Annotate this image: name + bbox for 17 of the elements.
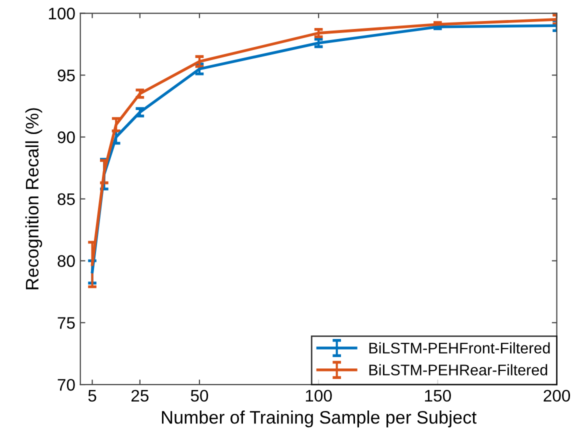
x-tick-label: 100	[306, 390, 332, 402]
x-tick-label: 150	[425, 390, 451, 402]
x-tick-label: 200	[544, 390, 570, 402]
y-tick-label: 85	[58, 193, 75, 206]
y-tick-label: 90	[58, 131, 75, 144]
x-tick-label: 25	[131, 390, 148, 402]
x-axis-title: Number of Training Sample per Subject	[162, 410, 477, 428]
y-tick-label: 70	[58, 378, 75, 391]
y-tick-label: 75	[58, 317, 75, 329]
x-tick-label: 50	[190, 390, 208, 402]
y-tick-label: 100	[48, 8, 75, 20]
legend-label: BiLSTM-PEHRear-Filtered	[369, 364, 548, 376]
x-tick-label: 5	[88, 390, 96, 402]
y-tick-label: 95	[58, 70, 75, 82]
y-tick-label: 80	[58, 255, 75, 267]
legend-label: BiLSTM-PEHFront-Filtered	[369, 342, 550, 354]
y-axis-title: Recognition Recall (%)	[25, 108, 42, 290]
